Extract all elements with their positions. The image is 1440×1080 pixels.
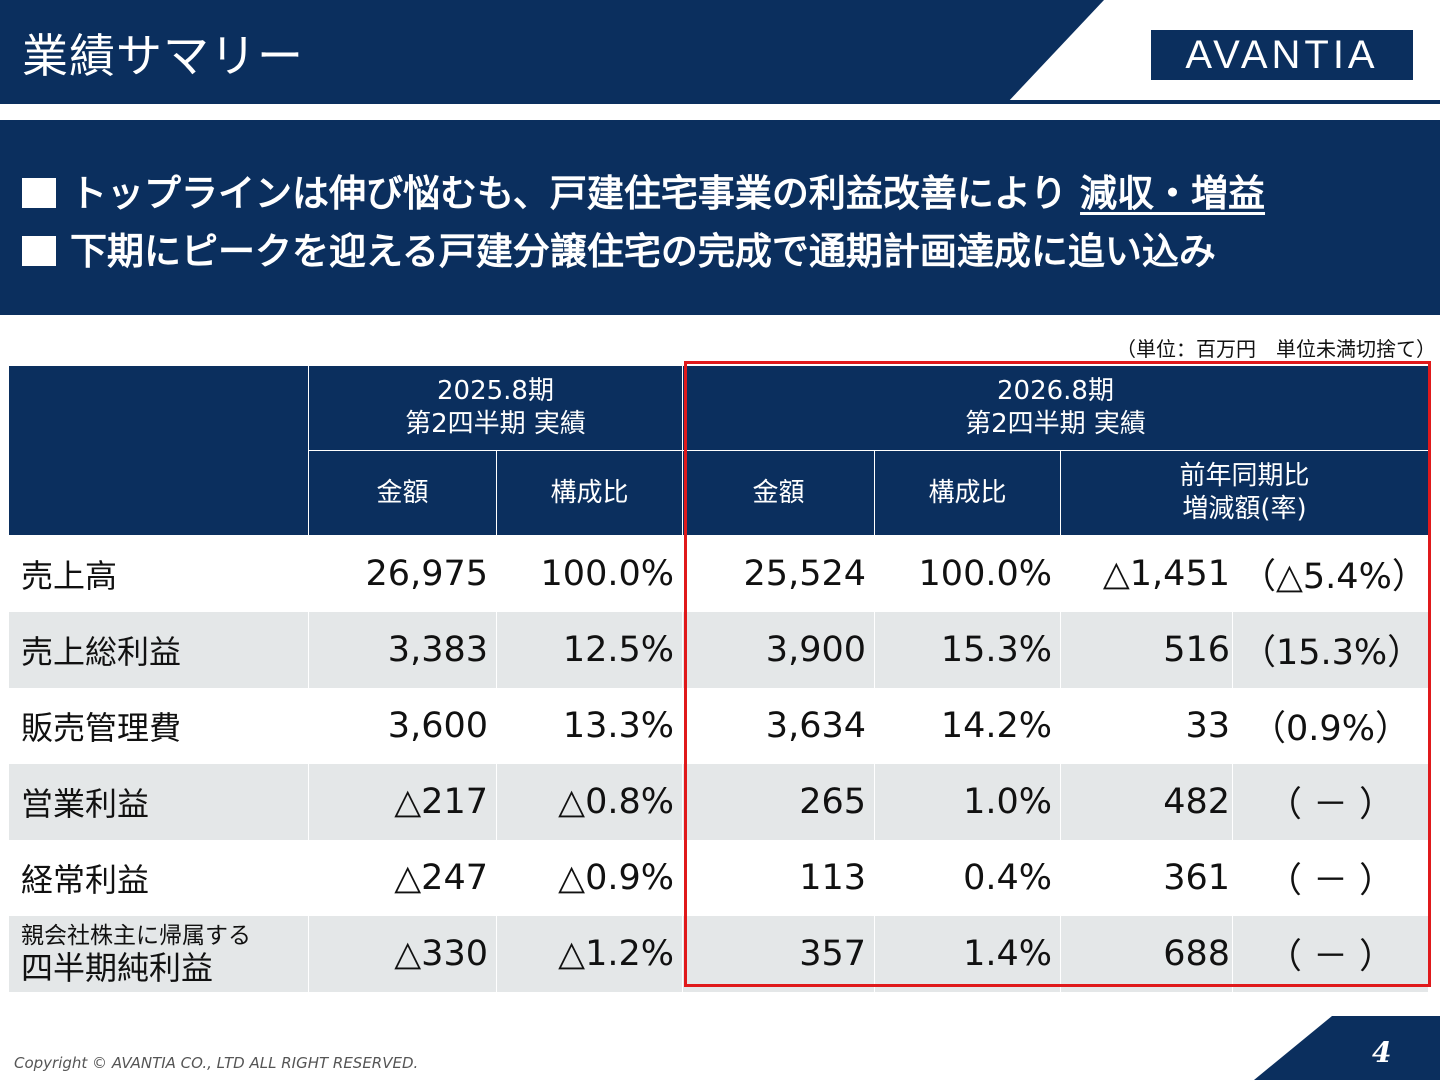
summary-box: トップラインは伸び悩むも、戸建住宅事業の利益改善により 減収・増益 下期にピーク… [0, 120, 1440, 315]
curr-ratio: 15.3% [874, 611, 1061, 688]
summary-line-1: トップラインは伸び悩むも、戸建住宅事業の利益改善により 減収・増益 [22, 172, 1265, 216]
prev-amount: △247 [308, 839, 497, 916]
curr-ratio: 0.4% [874, 839, 1061, 916]
table-row: 経常利益 △247 △0.9% 113 0.4% 361 （ － ） [8, 839, 1429, 916]
curr-ratio: 1.4% [874, 915, 1061, 992]
page-number: 4 [1372, 1036, 1392, 1069]
prev-ratio: △0.9% [496, 839, 683, 916]
row-label: 売上高 [8, 535, 309, 612]
summary-line-2: 下期にピークを迎える戸建分譲住宅の完成で通期計画達成に追い込み [22, 230, 1216, 274]
header-empty-cell [8, 365, 309, 536]
prev-amount: 3,600 [308, 687, 497, 764]
table-row: 売上総利益 3,383 12.5% 3,900 15.3% 516 （15.3%… [8, 611, 1429, 688]
prev-ratio: △0.8% [496, 763, 683, 840]
period-prev-header: 2025.8期 第2四半期 実績 [308, 365, 683, 451]
yoy-rate: （ － ） [1232, 763, 1429, 840]
yoy-delta: △1,451 [1060, 535, 1233, 612]
period-curr-year: 2026.8期 [997, 376, 1114, 406]
prev-amount: 26,975 [308, 535, 497, 612]
curr-ratio: 1.0% [874, 763, 1061, 840]
row-label: 親会社株主に帰属する 四半期純利益 [8, 915, 309, 992]
prev-ratio: △1.2% [496, 915, 683, 992]
yoy-delta: 33 [1060, 687, 1233, 764]
summary-line-1-emphasis: 減収・増益 [1080, 172, 1266, 215]
curr-amount: 265 [682, 763, 875, 840]
yoy-delta: 516 [1060, 611, 1233, 688]
col-prev-ratio: 構成比 [496, 450, 683, 536]
prev-ratio: 12.5% [496, 611, 683, 688]
yoy-rate: （ － ） [1232, 839, 1429, 916]
yoy-rate: （15.3%） [1232, 611, 1429, 688]
yoy-rate: （ － ） [1232, 915, 1429, 992]
row-label: 営業利益 [8, 763, 309, 840]
period-prev-year: 2025.8期 [437, 376, 554, 406]
col-yoy: 前年同期比 増減額(率) [1060, 450, 1429, 536]
period-curr-header: 2026.8期 第2四半期 実績 [682, 365, 1429, 451]
row-label-main: 四半期純利益 [21, 948, 214, 987]
yoy-delta: 688 [1060, 915, 1233, 992]
table-row: 売上高 26,975 100.0% 25,524 100.0% △1,451 （… [8, 535, 1429, 612]
row-label: 販売管理費 [8, 687, 309, 764]
curr-amount: 25,524 [682, 535, 875, 612]
prev-ratio: 100.0% [496, 535, 683, 612]
col-prev-amount: 金額 [308, 450, 497, 536]
header-band: 業績サマリー AVANTIA [0, 0, 1440, 104]
curr-ratio: 14.2% [874, 687, 1061, 764]
period-prev-desc: 第2四半期 実績 [405, 409, 586, 439]
curr-amount: 3,900 [682, 611, 875, 688]
yoy-delta: 482 [1060, 763, 1233, 840]
curr-amount: 113 [682, 839, 875, 916]
avantia-logo: AVANTIA [1148, 27, 1416, 83]
performance-table: 2025.8期 第2四半期 実績 2026.8期 第2四半期 実績 金額 構成比… [8, 365, 1429, 992]
col-curr-ratio: 構成比 [874, 450, 1061, 536]
row-label-small: 親会社株主に帰属する [21, 922, 251, 949]
table-row: 営業利益 △217 △0.8% 265 1.0% 482 （ － ） [8, 763, 1429, 840]
curr-ratio: 100.0% [874, 535, 1061, 612]
square-bullet-icon [22, 178, 56, 208]
copyright: Copyright © AVANTIA CO., LTD ALL RIGHT R… [14, 1054, 419, 1072]
yoy-delta: 361 [1060, 839, 1233, 916]
header-shape [0, 0, 1440, 104]
yoy-rate: （△5.4%） [1232, 535, 1429, 612]
footer-band [1254, 1016, 1440, 1080]
prev-amount: 3,383 [308, 611, 497, 688]
col-yoy-line1: 前年同期比 [1179, 461, 1310, 491]
table-row: 販売管理費 3,600 13.3% 3,634 14.2% 33 （0.9%） [8, 687, 1429, 764]
prev-amount: △217 [308, 763, 497, 840]
row-label: 経常利益 [8, 839, 309, 916]
col-yoy-line2: 増減額(率) [1182, 494, 1307, 524]
prev-ratio: 13.3% [496, 687, 683, 764]
summary-line-2-text: 下期にピークを迎える戸建分譲住宅の完成で通期計画達成に追い込み [70, 230, 1216, 273]
row-label: 売上総利益 [8, 611, 309, 688]
page-title: 業績サマリー [22, 29, 304, 83]
square-bullet-icon [22, 236, 56, 266]
prev-amount: △330 [308, 915, 497, 992]
summary-line-1-text: トップラインは伸び悩むも、戸建住宅事業の利益改善により [70, 172, 1081, 215]
col-curr-amount: 金額 [682, 450, 875, 536]
table-row: 親会社株主に帰属する 四半期純利益 △330 △1.2% 357 1.4% 68… [8, 915, 1429, 992]
unit-note: （単位：百万円 単位未満切捨て） [1116, 337, 1436, 361]
period-curr-desc: 第2四半期 実績 [965, 409, 1146, 439]
curr-amount: 3,634 [682, 687, 875, 764]
yoy-rate: （0.9%） [1232, 687, 1429, 764]
curr-amount: 357 [682, 915, 875, 992]
